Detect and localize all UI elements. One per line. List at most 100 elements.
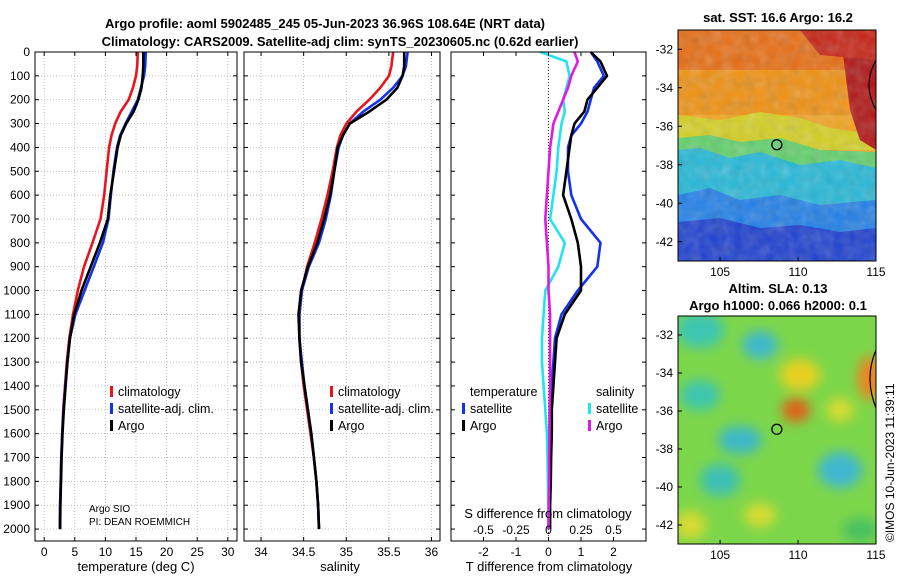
imos-credit: ©IMOS 10-Jun-2023 11:39:11	[883, 383, 897, 542]
sla-map: Altim. SLA: 0.13 Argo h1000: 0.066 h2000…	[656, 281, 886, 562]
map-y-tick-label: -40	[656, 480, 674, 494]
depth-tick-label: 500	[10, 164, 30, 178]
salinity-panel: 34 34.5 35 35.5 36	[243, 51, 441, 559]
map-y-tick-label: -32	[656, 328, 674, 342]
sla-eddy-high	[744, 503, 776, 527]
series-line-satellite-adj-clim-	[58, 51, 148, 530]
difference-legend-temperature: temperature satellite Argo	[462, 385, 537, 433]
depth-tick-label: 1400	[3, 379, 30, 393]
depth-tick-label: 1100	[4, 307, 30, 321]
x-tick-label: 10	[99, 545, 113, 559]
map-x-tick-label: 110	[788, 265, 807, 279]
x-tick-label: 35	[340, 545, 354, 559]
temperature-legend: climatology satellite-adj. clim. Argo	[110, 385, 214, 433]
legend-label-satellite: satellite-adj. clim.	[338, 402, 434, 416]
x-tick-label: 25	[191, 545, 205, 559]
depth-tick-label: 700	[10, 212, 30, 226]
sst-map-frame	[677, 29, 877, 262]
legend-swatch-argo	[330, 420, 333, 431]
sla-map-frame	[677, 315, 877, 545]
legend-label-t-satellite: satellite	[470, 402, 512, 416]
s-difference-tick-label: -0.5	[473, 523, 494, 537]
s-difference-axis-label: S difference from climatology	[464, 506, 632, 521]
s-difference-tick-label: 0.5	[605, 523, 622, 537]
legend-label-s-argo: Argo	[596, 419, 622, 433]
s-difference-tick-label: -0.25	[502, 523, 530, 537]
legend-swatch-t-satellite	[462, 403, 465, 414]
sla-eddy-low	[678, 316, 724, 348]
series-line-t-argo	[548, 51, 609, 530]
map-x-tick-label: 115	[866, 548, 885, 562]
legend-swatch-satellite	[330, 403, 333, 414]
depth-tick-label: 1200	[3, 331, 30, 345]
map-y-tick-label: -42	[656, 235, 674, 249]
legend-label-s-satellite: satellite	[596, 402, 638, 416]
sla-eddy-high	[780, 359, 820, 391]
sla-eddy-low	[718, 426, 762, 454]
legend-title-temperature: temperature	[470, 385, 537, 399]
depth-tick-label: 900	[10, 260, 30, 274]
series-line-s-argo	[543, 51, 580, 530]
x-tick-label: 36	[425, 545, 439, 559]
depth-tick-label: 1300	[3, 355, 30, 369]
map-x-tick-label: 105	[710, 548, 730, 562]
x-tick-label: 15	[129, 545, 143, 559]
series-line-s-satellite	[539, 50, 571, 530]
temperature-axis-label: temperature (deg C)	[77, 559, 194, 574]
x-tick-label: -1	[511, 545, 522, 559]
sla-eddy-low	[742, 331, 778, 359]
map-y-tick-label: -34	[656, 366, 674, 380]
salinity-axis-label: salinity	[320, 559, 360, 574]
map-y-tick-label: -36	[656, 404, 674, 418]
depth-tick-label: 1900	[3, 498, 30, 512]
sla-argo-position-marker	[771, 423, 783, 435]
series-line-argo	[58, 52, 145, 530]
x-tick-label: -2	[478, 545, 489, 559]
depth-tick-label: 0	[23, 45, 30, 59]
legend-swatch-argo	[110, 420, 113, 431]
depth-tick-label: 1800	[3, 474, 30, 488]
legend-swatch-satellite	[110, 403, 113, 414]
sla-eddy-low	[680, 380, 720, 410]
x-tick-label: 5	[71, 545, 78, 559]
map-y-tick-label: -32	[656, 42, 674, 56]
legend-label-climatology: climatology	[118, 385, 181, 399]
s-difference-tick-label: 0.25	[569, 523, 593, 537]
map-x-tick-label: 115	[866, 265, 885, 279]
difference-legend-salinity: salinity satellite Argo	[588, 385, 638, 433]
depth-tick-label: 400	[10, 140, 30, 154]
argo-credit-line-1: Argo SIO	[89, 504, 130, 515]
legend-label-argo: Argo	[338, 419, 364, 433]
legend-swatch-t-argo	[462, 420, 465, 431]
legend-title-salinity: salinity	[596, 385, 635, 399]
depth-tick-label: 2000	[3, 522, 30, 536]
depth-axis: 0 100 200 300 400 500 600 700 800 900 1000 1100 1200…	[3, 45, 30, 536]
sla-eddy-high	[782, 398, 810, 422]
depth-tick-label: 1700	[3, 451, 30, 465]
x-tick-label: 34.5	[292, 545, 316, 559]
sla-map-title-line-2: Argo h1000: 0.066 h2000: 0.1	[689, 298, 867, 313]
title-line-2: Climatology: CARS2009. Satellite-adj cli…	[102, 34, 579, 49]
legend-label-satellite: satellite-adj. clim.	[118, 402, 214, 416]
salinity-legend: climatology satellite-adj. clim. Argo	[330, 385, 434, 433]
sla-map-axes: 105 110 115 -32 -34 -36 -38 -40 -42	[656, 328, 886, 562]
sst-map: sat. SST: 16.6 Argo: 16.2 105 110 115 -32 -3…	[656, 10, 886, 279]
map-y-tick-label: -38	[656, 158, 674, 172]
map-y-tick-label: -40	[656, 196, 674, 210]
x-tick-label: 35.5	[377, 545, 401, 559]
difference-panel: -2 -1 0 1 2 -0.5 -0.25 0 0.25 0.5	[450, 50, 647, 559]
sst-pixel-texture	[678, 30, 876, 261]
sla-eddy-low	[818, 452, 862, 488]
x-tick-label: 20	[160, 545, 174, 559]
legend-swatch-s-argo	[588, 420, 591, 431]
depth-tick-label: 100	[10, 69, 30, 83]
sla-eddy-low	[700, 464, 740, 496]
s-difference-tick-label: 0	[545, 523, 552, 537]
argo-credit-line-2: PI: DEAN ROEMMICH	[89, 517, 190, 528]
sla-eddies	[678, 316, 876, 542]
depth-tick-label: 800	[10, 236, 30, 250]
sla-contour	[869, 349, 876, 409]
sla-eddy-low	[842, 518, 876, 542]
depth-tick-label: 1500	[3, 403, 30, 417]
x-tick-label: 2	[610, 545, 617, 559]
